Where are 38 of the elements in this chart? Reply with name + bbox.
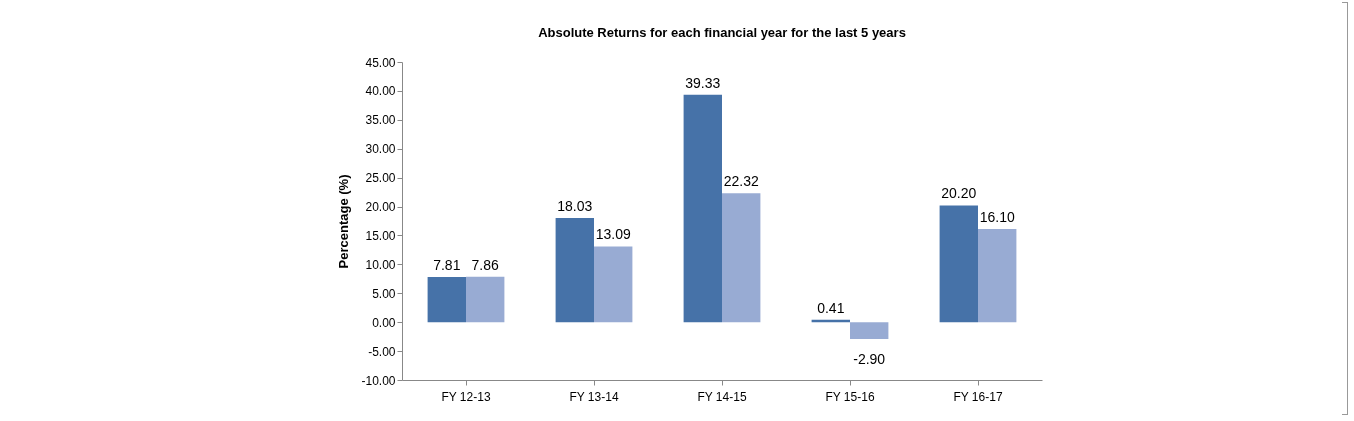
y-tick-label: 5.00 xyxy=(372,286,396,301)
y-tick-label: 45.00 xyxy=(365,55,396,70)
y-tick-label: -10.00 xyxy=(361,373,396,388)
bar xyxy=(850,322,889,339)
bar xyxy=(594,246,633,323)
x-tick-label: FY 14-15 xyxy=(697,389,747,404)
x-tick-label: FY 16-17 xyxy=(953,389,1003,404)
data-label: 18.03 xyxy=(557,197,593,214)
y-tick-label: -5.00 xyxy=(368,344,396,359)
data-label: 20.20 xyxy=(941,185,977,202)
bar xyxy=(427,277,466,323)
y-tick-label: 10.00 xyxy=(365,257,396,272)
y-tick-label: 20.00 xyxy=(365,200,396,215)
data-label: 13.09 xyxy=(595,226,631,243)
data-label: 7.81 xyxy=(433,257,461,274)
data-label: 16.10 xyxy=(979,209,1015,226)
bar xyxy=(978,229,1017,323)
data-label: 0.41 xyxy=(817,299,845,316)
bar xyxy=(722,193,761,323)
y-tick-label: 25.00 xyxy=(365,171,396,186)
chart-title: Absolute Returns for each financial year for the last 5 years xyxy=(538,25,906,40)
y-tick-label: 35.00 xyxy=(365,113,396,128)
bar xyxy=(555,217,594,323)
data-label: 39.33 xyxy=(685,74,721,91)
bar xyxy=(939,205,978,323)
x-tick-label: FY 15-16 xyxy=(825,389,875,404)
y-tick-label: 40.00 xyxy=(365,84,396,99)
data-label: 7.86 xyxy=(471,256,500,273)
y-tick-label: 30.00 xyxy=(365,142,396,157)
data-label: 22.32 xyxy=(723,173,759,190)
bar xyxy=(683,94,722,323)
bar xyxy=(466,276,505,323)
y-tick-label: 0.00 xyxy=(372,315,396,330)
x-tick-label: FY 13-14 xyxy=(569,389,619,404)
data-label: -2.90 xyxy=(853,350,886,367)
x-tick-label: FY 12-13 xyxy=(441,389,491,404)
y-tick-label: 15.00 xyxy=(365,228,396,243)
y-axis-title: Percentage (%) xyxy=(336,174,352,269)
